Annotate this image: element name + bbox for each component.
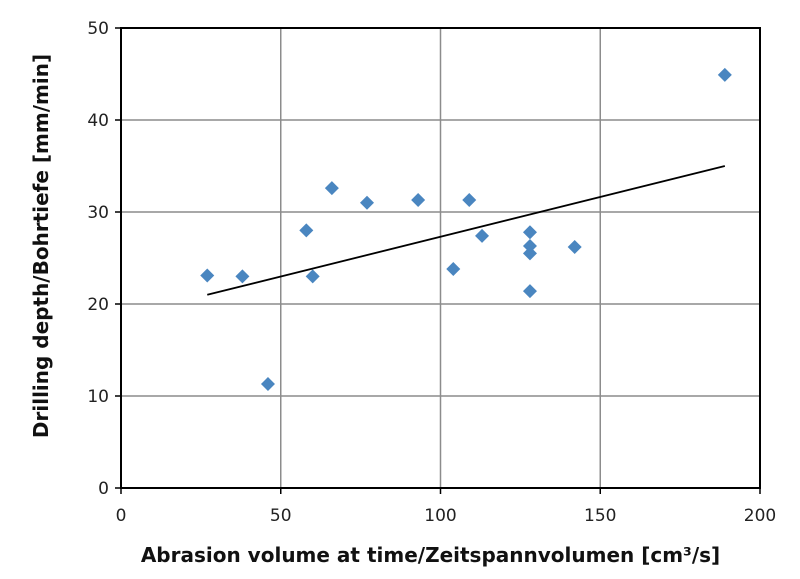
grid-lines [121, 28, 760, 488]
x-tick-label: 50 [270, 506, 292, 526]
data-point-marker [446, 262, 461, 277]
y-axis-title: Drilling depth/Bohrtiefe [mm/min] [29, 54, 53, 438]
data-point-marker [360, 195, 375, 210]
data-point-marker [567, 239, 582, 254]
data-point-marker [475, 228, 490, 243]
data-point-marker [522, 225, 537, 240]
x-axis-title: Abrasion volume at time/Zeitspannvolumen… [141, 543, 720, 567]
x-tick-label: 0 [116, 506, 127, 526]
data-point-marker [305, 269, 320, 284]
data-point-marker [299, 223, 314, 238]
y-tick-label: 10 [87, 387, 109, 407]
y-tick-label: 40 [87, 111, 109, 131]
y-tick-label: 50 [87, 19, 109, 39]
trendline [207, 165, 726, 296]
data-point-marker [522, 239, 537, 254]
data-point-marker [462, 193, 477, 208]
axis-ticks: 0 50 100 150 200 0 10 20 30 40 50 [87, 19, 776, 526]
data-point-marker [522, 284, 537, 299]
x-tick-label: 200 [744, 506, 776, 526]
data-point-marker [235, 269, 250, 284]
x-tick-label: 100 [424, 506, 456, 526]
data-points [200, 67, 732, 392]
data-point-marker [324, 181, 339, 196]
y-tick-label: 20 [87, 295, 109, 315]
y-tick-label: 0 [98, 479, 109, 499]
y-tick-label: 30 [87, 203, 109, 223]
data-point-marker [260, 377, 275, 392]
data-point-marker [522, 246, 537, 261]
data-point-marker [200, 268, 215, 283]
data-point-marker [717, 67, 732, 82]
data-point-marker [411, 193, 426, 208]
x-tick-label: 150 [584, 506, 616, 526]
trendline-group [207, 165, 726, 296]
